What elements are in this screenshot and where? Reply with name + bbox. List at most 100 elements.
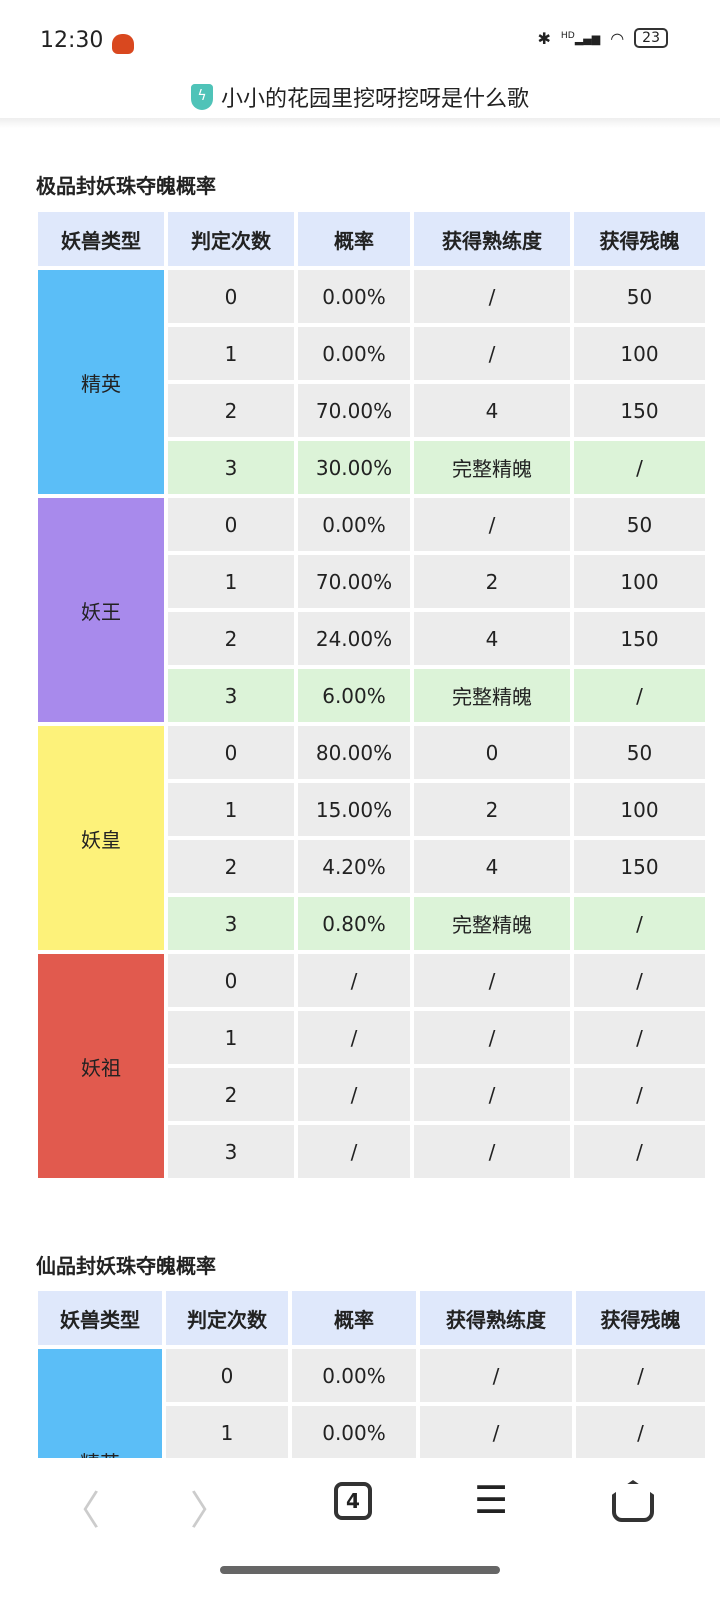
- column-header: 获得熟练度: [414, 212, 570, 266]
- table-cell: 0.00%: [298, 498, 410, 551]
- monster-type-cell: 精英: [38, 270, 164, 494]
- column-header: 获得残魄: [574, 212, 705, 266]
- table-cell: 150: [574, 384, 705, 437]
- table-cell: 1: [168, 1011, 294, 1064]
- table-cell: /: [574, 897, 705, 950]
- back-icon[interactable]: 〈: [60, 1488, 100, 1534]
- table-cell: /: [414, 1125, 570, 1178]
- table-cell: 0: [166, 1349, 288, 1402]
- table-cell: 完整精魄: [414, 441, 570, 494]
- table-cell: 0: [168, 498, 294, 551]
- table-cell: 1: [168, 327, 294, 380]
- table-cell: 0: [168, 726, 294, 779]
- table-cell: 2: [168, 384, 294, 437]
- table-cell: 3: [168, 669, 294, 722]
- signal-icon: HD▂▄▆: [560, 30, 601, 46]
- table-cell: 70.00%: [298, 384, 410, 437]
- monster-type-cell: 精英: [38, 1349, 162, 1458]
- table-cell: 完整精魄: [414, 897, 570, 950]
- table-cell: /: [414, 498, 570, 551]
- table-cell: 完整精魄: [414, 669, 570, 722]
- monster-type-cell: 妖皇: [38, 726, 164, 950]
- forward-icon[interactable]: 〉: [190, 1488, 230, 1534]
- table-cell: /: [298, 954, 410, 1007]
- table-cell: 150: [574, 840, 705, 893]
- table-cell: /: [574, 441, 705, 494]
- table-cell: /: [574, 1125, 705, 1178]
- probability-table: 妖兽类型 判定次数 概率 获得熟练度 获得残魄 精英 0 0.00%/50 1 0.00%/100…: [38, 212, 718, 1182]
- table-cell: 4: [414, 840, 570, 893]
- table-cell: 70.00%: [298, 555, 410, 608]
- table-cell: 3: [168, 897, 294, 950]
- table-cell: 80.00%: [298, 726, 410, 779]
- table-cell: 0: [168, 270, 294, 323]
- table-cell: 100: [574, 783, 705, 836]
- table-cell: /: [414, 1011, 570, 1064]
- app-notification-icon: [112, 34, 134, 54]
- table-cell: 50: [574, 498, 705, 551]
- column-header: 概率: [292, 1291, 416, 1345]
- system-icons: ✱ HD▂▄▆ ◠ 23: [537, 28, 668, 48]
- monster-type-cell: 妖王: [38, 498, 164, 722]
- column-header: 妖兽类型: [38, 1291, 162, 1345]
- table-cell: 0.00%: [298, 270, 410, 323]
- table-cell: /: [420, 1406, 572, 1458]
- table-cell: 1: [166, 1406, 288, 1458]
- table-cell: /: [298, 1125, 410, 1178]
- section-title: 仙品封妖珠夺魄概率: [36, 1254, 216, 1278]
- wifi-icon: ◠: [610, 28, 625, 48]
- table-cell: 3: [168, 1125, 294, 1178]
- table-cell: 4: [414, 384, 570, 437]
- table-cell: 24.00%: [298, 612, 410, 665]
- table-cell: 3: [168, 441, 294, 494]
- clock: 12:30: [40, 28, 104, 53]
- shield-bolt-icon: ϟ: [190, 84, 213, 110]
- table-cell: 2: [168, 612, 294, 665]
- table-cell: 0.00%: [292, 1406, 416, 1458]
- table-cell: 30.00%: [298, 441, 410, 494]
- column-header: 获得残魄: [576, 1291, 705, 1345]
- table-cell: 4: [414, 612, 570, 665]
- table-cell: /: [420, 1349, 572, 1402]
- table-cell: /: [576, 1406, 705, 1458]
- home-icon[interactable]: [612, 1480, 654, 1522]
- monster-type-cell: 妖祖: [38, 954, 164, 1178]
- table-cell: /: [574, 1011, 705, 1064]
- column-header: 获得熟练度: [420, 1291, 572, 1345]
- section-title: 极品封妖珠夺魄概率: [36, 174, 216, 198]
- tabs-button[interactable]: 4: [334, 1482, 372, 1520]
- table-cell: /: [414, 327, 570, 380]
- table-cell: 6.00%: [298, 669, 410, 722]
- table-cell: 15.00%: [298, 783, 410, 836]
- column-header: 妖兽类型: [38, 212, 164, 266]
- table-cell: 0.00%: [298, 327, 410, 380]
- status-bar: 12:30 ✱ HD▂▄▆ ◠ 23: [0, 0, 720, 70]
- table-cell: 0.80%: [298, 897, 410, 950]
- table-cell: 50: [574, 270, 705, 323]
- table-cell: 2: [414, 555, 570, 608]
- table-cell: 1: [168, 783, 294, 836]
- page-title: 小小的花园里挖呀挖呀是什么歌: [220, 87, 529, 112]
- table-cell: 100: [574, 327, 705, 380]
- table-cell: /: [414, 954, 570, 1007]
- column-header: 判定次数: [168, 212, 294, 266]
- column-header: 判定次数: [166, 1291, 288, 1345]
- table-cell: 2: [168, 840, 294, 893]
- table-cell: /: [414, 270, 570, 323]
- url-bar[interactable]: ϟ 小小的花园里挖呀挖呀是什么歌: [0, 74, 720, 120]
- bottom-nav: 〈 〉 4 ☰: [0, 1458, 720, 1602]
- table-cell: 0.00%: [292, 1349, 416, 1402]
- table-cell: /: [574, 954, 705, 1007]
- table-cell: /: [414, 1068, 570, 1121]
- bluetooth-icon: ✱: [537, 28, 551, 48]
- table-cell: /: [574, 669, 705, 722]
- table-cell: /: [576, 1349, 705, 1402]
- menu-icon[interactable]: ☰: [474, 1478, 509, 1522]
- table-cell: 4.20%: [298, 840, 410, 893]
- table-cell: 0: [168, 954, 294, 1007]
- home-indicator[interactable]: [220, 1566, 500, 1574]
- table-cell: 1: [168, 555, 294, 608]
- table-cell: 2: [414, 783, 570, 836]
- table-cell: 100: [574, 555, 705, 608]
